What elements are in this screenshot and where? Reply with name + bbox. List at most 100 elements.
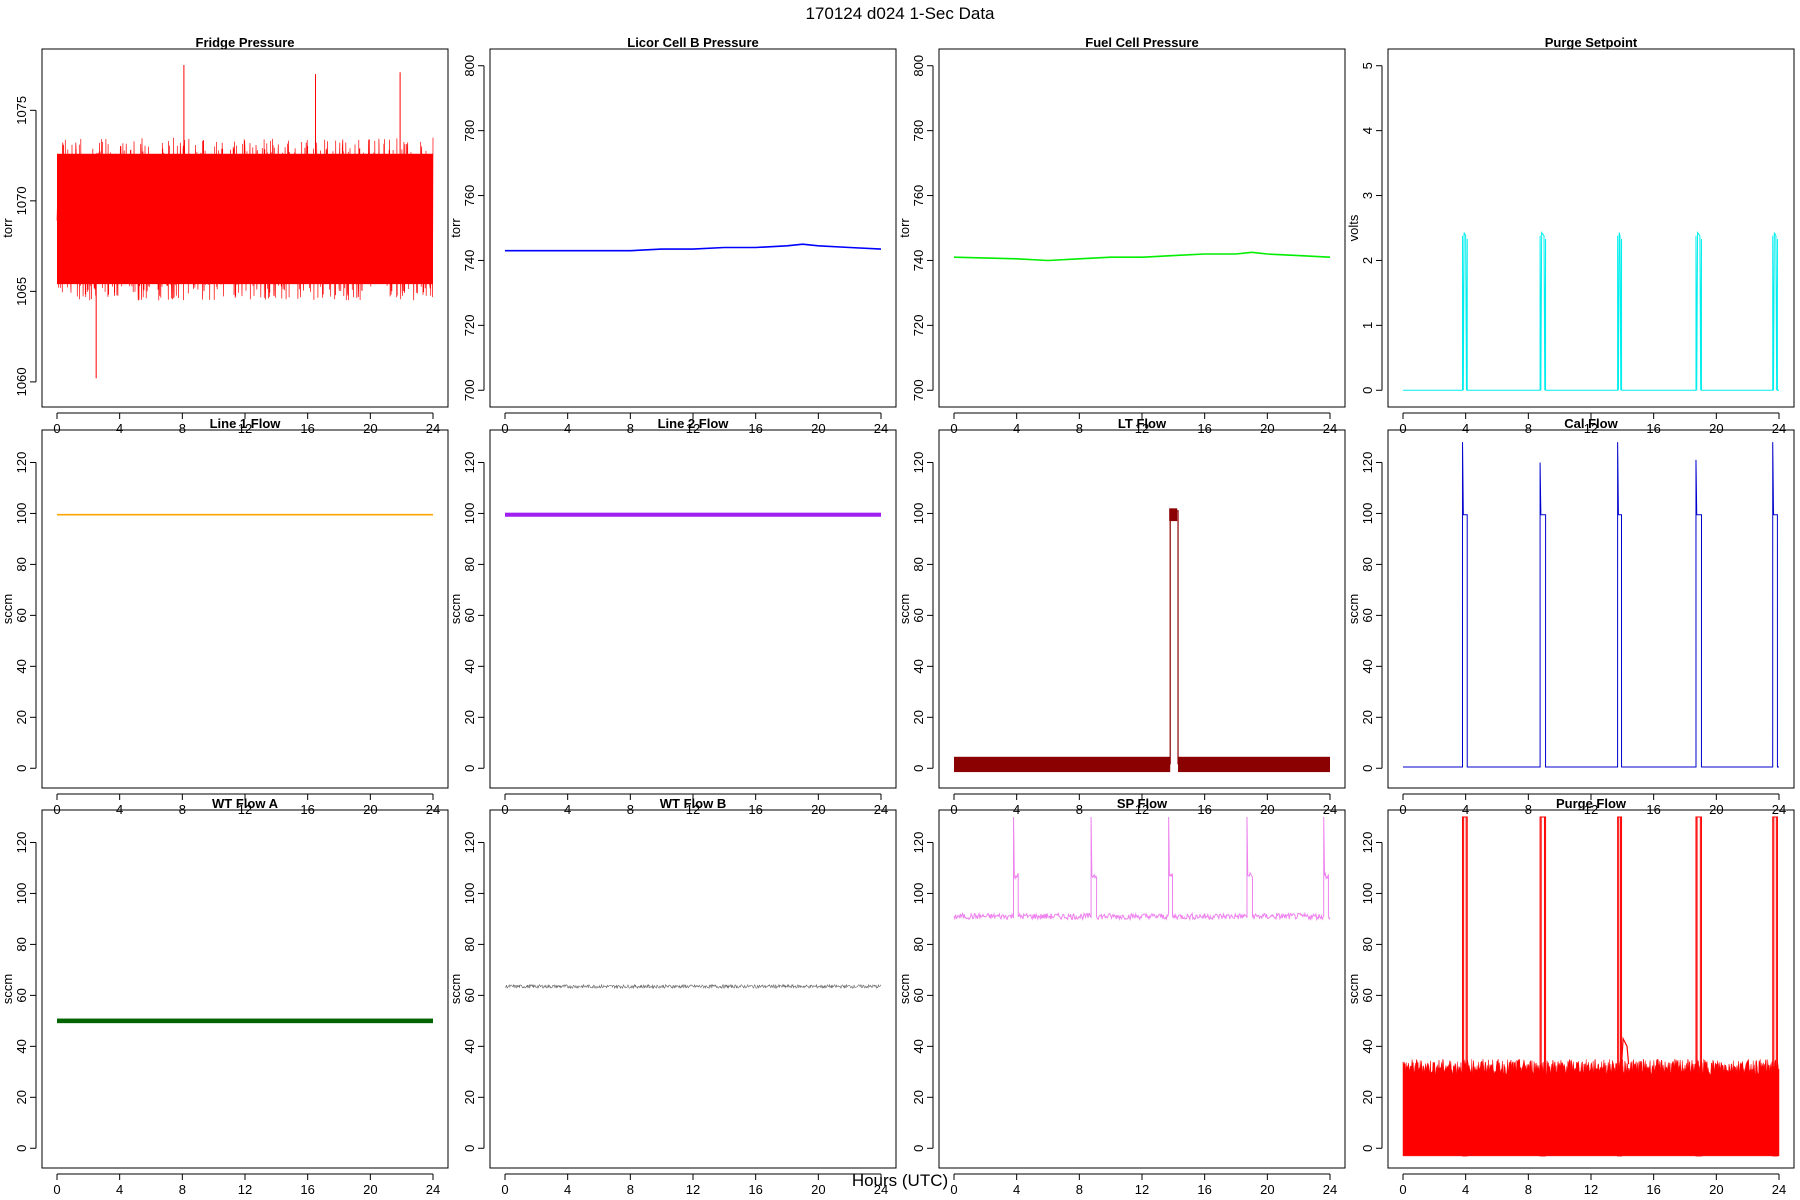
y-axis-label: sccm xyxy=(1346,594,1361,624)
x-tick-label: 8 xyxy=(179,421,186,436)
x-tick-label: 0 xyxy=(501,421,508,436)
y-tick-label: 60 xyxy=(911,608,926,622)
series-band xyxy=(505,512,881,517)
x-tick-label: 4 xyxy=(1013,1182,1020,1197)
series-pulse xyxy=(1617,816,1623,1157)
x-tick-label: 0 xyxy=(501,1182,508,1197)
x-tick-label: 8 xyxy=(1076,421,1083,436)
x-tick-label: 16 xyxy=(300,421,314,436)
panel-frame xyxy=(938,809,1346,1169)
y-tick-label: 5 xyxy=(1360,62,1375,69)
y-tick-label: 720 xyxy=(911,315,926,337)
panel-title: Purge Setpoint xyxy=(1545,35,1638,50)
series-pulse xyxy=(1169,510,1179,765)
y-tick-label: 4 xyxy=(1360,127,1375,134)
y-tick-label: 2 xyxy=(1360,257,1375,264)
y-axis-label: torr xyxy=(897,218,912,238)
y-axis: 700 720 740 760 780 800 torr xyxy=(448,55,485,401)
y-tick-label: 760 xyxy=(911,185,926,207)
x-tick-label: 8 xyxy=(627,1182,634,1197)
y-tick-label: 120 xyxy=(1360,452,1375,474)
y-axis: 0 20 40 60 80 100 120 sccm xyxy=(0,832,37,1152)
y-tick-label: 60 xyxy=(911,988,926,1002)
series-core-band xyxy=(57,153,433,285)
y-axis: 0 20 40 60 80 100 120 sccm xyxy=(897,832,934,1152)
y-axis-label: torr xyxy=(448,218,463,238)
y-axis-label: sccm xyxy=(0,974,15,1004)
x-tick-label: 0 xyxy=(950,421,957,436)
y-axis-label: volts xyxy=(1346,214,1361,241)
x-tick-label: 4 xyxy=(1462,1182,1469,1197)
panel-cal-flow: Cal Flow 0 4 8 12 16 20 24 0 20 40 60 80 100 120 sccm xyxy=(1346,416,1795,817)
y-axis-label: sccm xyxy=(448,974,463,1004)
panel-wt-flow-b: WT Flow B 0 4 8 12 16 20 24 0 20 40 60 80 100 120 sccm xyxy=(448,796,897,1197)
x-axis: 0 4 8 12 16 20 24 xyxy=(501,1173,888,1197)
x-tick-label: 24 xyxy=(426,1182,440,1197)
series-band xyxy=(57,1018,433,1024)
x-tick-label: 24 xyxy=(874,421,888,436)
series-line xyxy=(953,816,1331,922)
y-tick-label: 0 xyxy=(911,765,926,772)
y-tick-label: 0 xyxy=(462,1145,477,1152)
y-axis-label: sccm xyxy=(897,594,912,624)
y-tick-label: 80 xyxy=(462,937,477,951)
x-tick-label: 12 xyxy=(1135,421,1149,436)
y-tick-label: 100 xyxy=(462,503,477,525)
x-tick-label: 4 xyxy=(564,1182,571,1197)
y-tick-label: 740 xyxy=(462,250,477,272)
panel-purge-flow: Purge Flow 0 4 8 12 16 20 24 0 20 40 60 80 100 120 sccm xyxy=(1346,796,1795,1197)
x-tick-label: 16 xyxy=(1646,1182,1660,1197)
x-tick-label: 4 xyxy=(1013,421,1020,436)
y-tick-label: 120 xyxy=(911,832,926,854)
y-tick-label: 740 xyxy=(911,250,926,272)
x-tick-label: 24 xyxy=(1772,421,1786,436)
y-axis-label: sccm xyxy=(448,594,463,624)
y-axis: 0 20 40 60 80 100 120 sccm xyxy=(1346,452,1383,772)
series-line-2-flow xyxy=(505,512,881,517)
y-axis: 0 20 40 60 80 100 120 sccm xyxy=(448,832,485,1152)
panel-title: Purge Flow xyxy=(1556,796,1627,811)
x-tick-label: 8 xyxy=(1525,1182,1532,1197)
y-tick-label: 60 xyxy=(1360,608,1375,622)
y-tick-label: 80 xyxy=(1360,937,1375,951)
y-tick-label: 40 xyxy=(14,659,29,673)
figure-x-axis-label: Hours (UTC) xyxy=(852,1171,948,1190)
y-axis-label: sccm xyxy=(1346,974,1361,1004)
x-tick-label: 4 xyxy=(1462,421,1469,436)
panel-frame xyxy=(1387,809,1795,1169)
x-tick-label: 20 xyxy=(811,421,825,436)
x-tick-label: 12 xyxy=(238,421,252,436)
y-tick-label: 780 xyxy=(911,120,926,142)
y-tick-label: 40 xyxy=(462,1039,477,1053)
y-tick-label: 780 xyxy=(462,120,477,142)
x-tick-label: 20 xyxy=(811,1182,825,1197)
x-tick-label: 0 xyxy=(53,1182,60,1197)
y-tick-label: 720 xyxy=(462,315,477,337)
x-tick-label: 24 xyxy=(1323,1182,1337,1197)
y-tick-label: 80 xyxy=(1360,557,1375,571)
y-tick-label: 0 xyxy=(1360,1145,1375,1152)
panel-frame xyxy=(41,48,449,408)
x-tick-label: 8 xyxy=(1525,421,1532,436)
y-tick-label: 120 xyxy=(462,452,477,474)
panel-licor-cell-b-pressure: Licor Cell B Pressure 0 4 8 12 16 20 24 700 720 74… xyxy=(448,35,897,436)
x-tick-label: 4 xyxy=(564,421,571,436)
y-tick-label: 120 xyxy=(14,452,29,474)
y-tick-label: 100 xyxy=(1360,883,1375,905)
y-tick-label: 1 xyxy=(1360,322,1375,329)
panel-title: Line 1 Flow xyxy=(210,416,282,431)
panel-wt-flow-a: WT Flow A 0 4 8 12 16 20 24 0 20 40 60 80 100 120 sccm xyxy=(0,796,449,1197)
y-tick-label: 60 xyxy=(14,608,29,622)
panel-title: Fridge Pressure xyxy=(196,35,295,50)
y-tick-label: 20 xyxy=(911,710,926,724)
x-tick-label: 20 xyxy=(363,1182,377,1197)
x-tick-label: 4 xyxy=(116,1182,123,1197)
y-tick-label: 1060 xyxy=(14,367,29,396)
y-tick-label: 1075 xyxy=(14,96,29,125)
y-tick-label: 1065 xyxy=(14,277,29,306)
y-tick-label: 40 xyxy=(911,1039,926,1053)
x-tick-label: 16 xyxy=(1197,421,1211,436)
